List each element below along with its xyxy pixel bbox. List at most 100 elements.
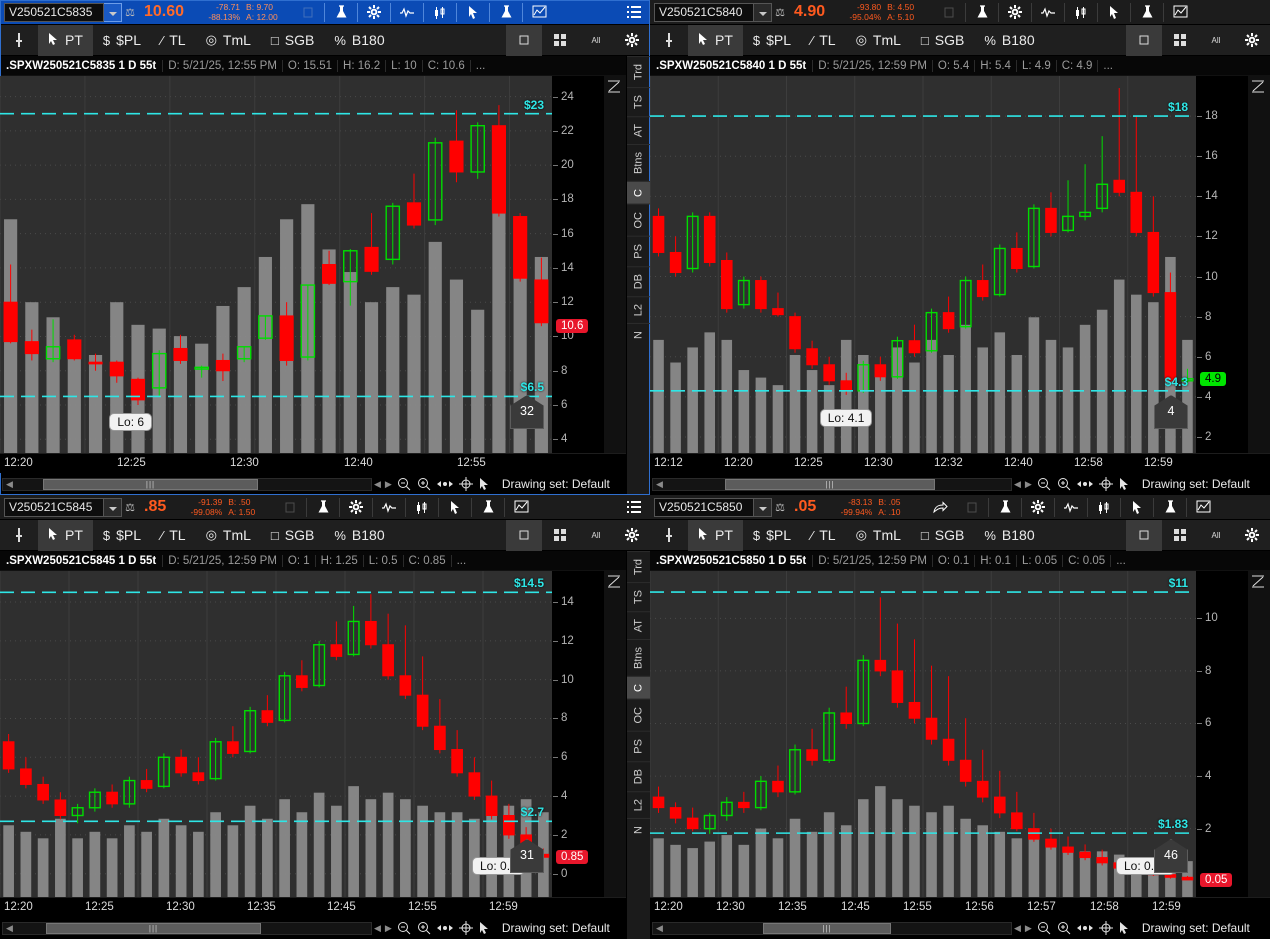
step-left-bl[interactable]: ◀ — [374, 922, 381, 933]
vtab-oc[interactable]: OC — [627, 204, 650, 236]
symbol-dropdown-bl[interactable] — [104, 497, 122, 517]
symbol-field-tl[interactable]: V250521C5835 — [4, 2, 104, 22]
scrollbar-thumb-bl[interactable]: ||| — [46, 922, 261, 934]
gear-icon-tl[interactable] — [358, 0, 390, 25]
draw-tool-tl-br[interactable]: ∕ TL — [801, 520, 846, 551]
crosshair-icon-tl[interactable] — [456, 477, 476, 491]
link-icon-bl[interactable]: ⚖ — [125, 501, 135, 514]
select-cursor-icon-br[interactable] — [1116, 921, 1134, 935]
settings-gear-button-tr[interactable] — [1234, 25, 1270, 56]
flask2-icon-bl[interactable] — [472, 495, 504, 520]
crosshair-icon-tr[interactable] — [1096, 477, 1116, 491]
y-tool-column-bl[interactable] — [604, 571, 626, 897]
price-axis-br[interactable]: 10 8 6 4 2 0.05 — [1196, 571, 1248, 897]
share-icon-br[interactable] — [924, 495, 956, 520]
pin-tool-tr[interactable] — [650, 25, 688, 56]
horizontal-scrollbar-tr[interactable]: ◀ ||| — [652, 477, 1012, 491]
vtab-c[interactable]: C — [627, 181, 650, 205]
chart-panel-tr[interactable]: V250521C5840 ⚖ 4.90 -93.80 -95.04% B: 4.… — [650, 0, 1270, 495]
candle-icon-tl[interactable] — [424, 0, 456, 25]
vtab-ts[interactable]: TS — [627, 582, 650, 612]
gear-icon-bl[interactable] — [340, 495, 372, 520]
candle-icon-tr[interactable] — [1065, 0, 1097, 25]
cursor-icon-br[interactable] — [1121, 495, 1153, 520]
draw-tool-b180-bl[interactable]: % B180 — [324, 520, 394, 551]
drawing-set-label-tr[interactable]: Drawing set: Default — [1141, 477, 1250, 491]
draw-tool-tml-tl[interactable]: ◎ TmL — [196, 25, 261, 56]
draw-tool-pl-bl[interactable]: $ $PL — [93, 520, 151, 551]
step-right-br[interactable]: ▶ — [1024, 922, 1032, 933]
drawing-set-label-bl[interactable]: Drawing set: Default — [501, 921, 610, 935]
scroll-left-arrow-tl[interactable]: ◀ — [6, 478, 13, 489]
vtab-n[interactable]: N — [627, 323, 650, 347]
zoom-out-icon-br[interactable] — [1034, 921, 1054, 935]
vtab-db[interactable]: DB — [627, 760, 650, 791]
vtab-db[interactable]: DB — [627, 265, 650, 296]
chart-lines-icon-br[interactable] — [1187, 495, 1219, 520]
vtab-l2[interactable]: L2 — [627, 790, 650, 819]
vtab-trd[interactable]: Trd — [627, 56, 650, 88]
vtab-c[interactable]: C — [627, 676, 650, 700]
symbol-dropdown-br[interactable] — [754, 497, 772, 517]
time-axis-tl[interactable]: 12:20 12:25 12:30 12:40 12:55 — [0, 453, 626, 473]
draw-tool-sgb-tr[interactable]: □ SGB — [911, 25, 974, 56]
pan-horizontal-icon-br[interactable] — [1074, 923, 1096, 933]
draw-tool-tl-tr[interactable]: ∕ TL — [801, 25, 846, 56]
grid-pane-button-tr[interactable] — [1162, 25, 1198, 56]
waveform-icon-bl[interactable] — [373, 495, 405, 520]
draw-tool-pt-br[interactable]: PT — [688, 519, 743, 551]
horizontal-scrollbar-bl[interactable]: ◀ ||| — [2, 921, 372, 935]
pin-tool-tl[interactable] — [0, 25, 38, 56]
step-left-tr[interactable]: ◀ — [1014, 478, 1021, 489]
flask-icon-bl[interactable] — [307, 495, 339, 520]
step-left-br[interactable]: ◀ — [1014, 922, 1021, 933]
copy-icon-tr[interactable] — [933, 0, 965, 25]
price-axis-tl[interactable]: 24 22 20 18 16 14 12 10 8 6 4 10.6 — [552, 76, 604, 453]
zoom-out-icon-tl[interactable] — [394, 477, 414, 491]
vtab-at[interactable]: AT — [627, 611, 650, 640]
scroll-left-arrow-br[interactable]: ◀ — [656, 922, 663, 933]
vtab-at[interactable]: AT — [627, 116, 650, 145]
plot-area-bl[interactable]: $14.5 $2.7 Lo: 0.5 31 — [0, 571, 552, 897]
flask2-icon-tl[interactable] — [490, 0, 522, 25]
draw-tool-tml-br[interactable]: ◎ TmL — [846, 520, 911, 551]
menu-icon-tl[interactable] — [618, 0, 650, 25]
zigzag-icon-tr[interactable] — [1251, 80, 1265, 99]
pin-tool-bl[interactable] — [0, 520, 38, 551]
drawing-set-label-tl[interactable]: Drawing set: Default — [501, 477, 610, 491]
step-right-tl[interactable]: ▶ — [384, 478, 392, 489]
chart-panel-bl[interactable]: V250521C5845 ⚖ .85 -91.39 -99.08% B: .50… — [0, 495, 650, 939]
drawing-set-label-br[interactable]: Drawing set: Default — [1141, 921, 1250, 935]
vtab-ps[interactable]: PS — [627, 235, 650, 266]
all-button-br[interactable]: All — [1211, 530, 1221, 540]
pan-horizontal-icon-tr[interactable] — [1074, 479, 1096, 489]
y-tool-column-tr[interactable] — [1248, 76, 1270, 453]
flask-icon-tr[interactable] — [966, 0, 998, 25]
cursor-icon-tr[interactable] — [1098, 0, 1130, 25]
single-pane-button-tr[interactable] — [1126, 24, 1162, 56]
flask2-icon-tr[interactable] — [1131, 0, 1163, 25]
zigzag-icon-tl[interactable] — [607, 80, 621, 99]
single-pane-button-bl[interactable] — [506, 519, 542, 551]
draw-tool-sgb-bl[interactable]: □ SGB — [261, 520, 324, 551]
settings-gear-button-br[interactable] — [1234, 520, 1270, 551]
vtab-trd[interactable]: Trd — [627, 551, 650, 583]
settings-gear-button-bl[interactable] — [614, 520, 650, 551]
draw-tool-b180-tl[interactable]: % B180 — [324, 25, 394, 56]
link-icon-br[interactable]: ⚖ — [775, 501, 785, 514]
cursor-icon-bl[interactable] — [439, 495, 471, 520]
settings-gear-button-tl[interactable] — [614, 25, 650, 56]
step-left-tl[interactable]: ◀ — [374, 478, 381, 489]
chart-panel-tl[interactable]: V250521C5835 ⚖ 10.60 -78.71 -88.13% B: 9… — [0, 0, 650, 495]
candle-icon-bl[interactable] — [406, 495, 438, 520]
vtab-btns[interactable]: Btns — [627, 144, 650, 182]
vertical-tabs-bl[interactable]: Trd TS AT Btns C OC PS DB L2 N — [626, 551, 650, 939]
copy-icon-bl[interactable] — [274, 495, 306, 520]
pan-horizontal-icon-bl[interactable] — [434, 923, 456, 933]
draw-tool-pl-tl[interactable]: $ $PL — [93, 25, 151, 56]
waveform-icon-br[interactable] — [1055, 495, 1087, 520]
scrollbar-thumb-br[interactable]: ||| — [763, 922, 891, 934]
draw-tool-tl-tl[interactable]: ∕ TL — [151, 25, 196, 56]
all-button-bl[interactable]: All — [591, 530, 601, 540]
draw-tool-pl-br[interactable]: $ $PL — [743, 520, 801, 551]
